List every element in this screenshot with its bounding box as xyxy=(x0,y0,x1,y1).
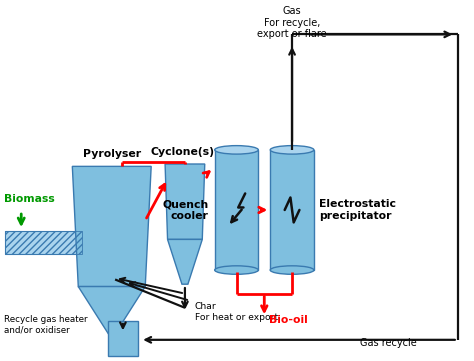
Polygon shape xyxy=(78,287,145,334)
Text: Recycle gas heater
and/or oxidiser: Recycle gas heater and/or oxidiser xyxy=(4,315,88,335)
Polygon shape xyxy=(165,164,205,239)
Text: Gas
For recycle,
export or flare: Gas For recycle, export or flare xyxy=(257,6,327,39)
Text: Electrostatic
precipitator: Electrostatic precipitator xyxy=(319,199,396,221)
Text: Biomass: Biomass xyxy=(4,194,55,204)
Bar xyxy=(5,231,82,253)
Bar xyxy=(270,150,314,270)
Text: Cyclone(s): Cyclone(s) xyxy=(150,147,214,157)
Text: Char
For heat or export: Char For heat or export xyxy=(195,302,278,322)
Text: Gas recycle: Gas recycle xyxy=(360,338,417,348)
Bar xyxy=(108,321,138,356)
Text: Quench
cooler: Quench cooler xyxy=(163,199,209,221)
Ellipse shape xyxy=(270,145,314,154)
Text: Bio-oil: Bio-oil xyxy=(269,314,308,325)
Ellipse shape xyxy=(270,266,314,274)
Bar xyxy=(215,150,258,270)
Ellipse shape xyxy=(215,266,258,274)
Ellipse shape xyxy=(215,145,258,154)
Polygon shape xyxy=(73,166,151,287)
Polygon shape xyxy=(167,239,202,284)
Text: Pyrolyser: Pyrolyser xyxy=(82,149,141,159)
Bar xyxy=(5,231,82,253)
